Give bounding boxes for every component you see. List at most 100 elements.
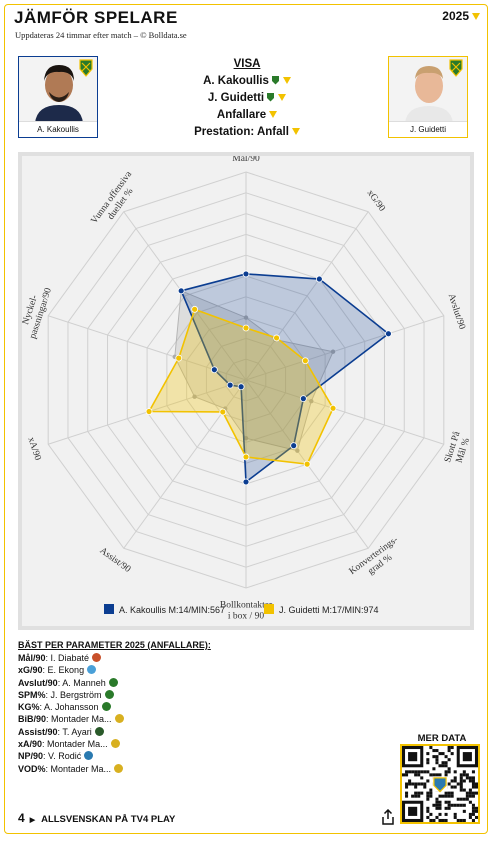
player1-selector[interactable]: A. Kakoullis bbox=[0, 75, 494, 87]
series-point bbox=[145, 408, 153, 415]
year-label: 2025 bbox=[442, 9, 469, 23]
best-row: xA/90: Montader Ma... bbox=[18, 739, 211, 751]
reference-point bbox=[243, 436, 249, 441]
player-name-right: J. Guidetti bbox=[389, 121, 467, 137]
best-per-parameter: BÄST PER PARAMETER 2025 (ANFALLARE): Mål… bbox=[18, 640, 211, 776]
best-param-label: xG/90 bbox=[18, 665, 43, 676]
axis-label: xA/90 bbox=[25, 436, 42, 462]
club-badge-icon bbox=[271, 76, 279, 85]
best-row: NP/90: V. Rodić bbox=[18, 751, 211, 763]
best-row: xG/90: E. Ekong bbox=[18, 665, 211, 677]
axis-label: xG/90 bbox=[365, 188, 387, 213]
series-point bbox=[273, 334, 280, 342]
year-selector[interactable]: 2025 bbox=[442, 9, 480, 23]
radar-chart-panel: Mål/90 xG/90 Avslut/90 Skott PåMål % Konvert… bbox=[18, 152, 474, 630]
page-subtitle: Uppdateras 24 timmar efter match – © Bol… bbox=[15, 30, 187, 40]
player-photo-right bbox=[405, 66, 453, 123]
series-point bbox=[385, 330, 392, 338]
series-point bbox=[177, 287, 185, 295]
performance-label: Prestation: Anfall bbox=[194, 126, 289, 138]
axis-spoke bbox=[123, 211, 247, 381]
best-param-label: Mål/90 bbox=[18, 653, 46, 663]
best-param-label: Avslut/90 bbox=[18, 677, 58, 688]
best-param-label: KG% bbox=[18, 702, 40, 713]
axis-label: Bollkontakter i box / 90 bbox=[220, 601, 273, 622]
series-point bbox=[242, 324, 250, 332]
best-param-label: SPM% bbox=[18, 689, 46, 700]
visa-heading: VISA bbox=[233, 58, 261, 70]
best-row: VOD%: Montader Ma... bbox=[18, 763, 211, 776]
player-name-left: A. Kakoullis bbox=[19, 121, 97, 137]
club-badge-icon bbox=[79, 59, 93, 77]
axis-label: Assist/90 bbox=[98, 546, 133, 575]
club-badge-icon bbox=[84, 751, 94, 761]
dropdown-arrow-icon bbox=[291, 128, 300, 136]
series-point bbox=[299, 395, 307, 403]
axis-label: Skott PåMål % bbox=[442, 429, 470, 467]
series-point bbox=[290, 442, 298, 450]
best-heading: BÄST PER PARAMETER 2025 (ANFALLARE): bbox=[18, 640, 211, 650]
best-player-name: A. Johansson bbox=[44, 702, 99, 713]
best-player-name: E. Ekong bbox=[47, 665, 85, 676]
reference-point bbox=[309, 399, 314, 404]
reference-point bbox=[243, 315, 249, 320]
share-icon[interactable] bbox=[381, 809, 395, 825]
player1-label: A. Kakoullis bbox=[203, 75, 269, 87]
player-card-left[interactable]: A. Kakoullis bbox=[18, 56, 98, 138]
club-badge-icon bbox=[104, 689, 114, 699]
series-point bbox=[315, 275, 323, 283]
reference-point bbox=[192, 394, 197, 399]
best-row: Assist/90: T. Ayari bbox=[18, 726, 211, 739]
club-badge-icon bbox=[114, 763, 124, 773]
footer-promo[interactable]: 4 ▶ ALLSVENSKAN PÅ TV4 PLAY bbox=[18, 811, 175, 825]
club-badge-icon bbox=[108, 677, 118, 687]
best-row: KG%: A. Johansson bbox=[18, 702, 211, 714]
best-player-name: I. Diabaté bbox=[50, 653, 90, 663]
axis-label: Mål/90 bbox=[232, 156, 260, 164]
best-player-name: Montader Ma... bbox=[47, 739, 108, 750]
club-badge-icon bbox=[101, 702, 111, 712]
player2-label: J. Guidetti bbox=[207, 92, 265, 104]
series-point bbox=[219, 408, 227, 416]
club-badge-icon bbox=[87, 665, 97, 675]
best-param-label: NP/90 bbox=[18, 751, 44, 762]
best-player-name: T. Ayari bbox=[62, 726, 92, 737]
club-badge-icon bbox=[92, 653, 102, 662]
radar-chart: Mål/90 xG/90 Avslut/90 Skott PåMål % Konvert… bbox=[21, 153, 472, 622]
tv4-logo: 4 bbox=[18, 811, 25, 825]
axis-label: Konverterings-grad % bbox=[348, 535, 407, 586]
reference-point bbox=[330, 349, 336, 354]
best-param-label: xA/90 bbox=[18, 739, 43, 750]
series-point bbox=[242, 478, 250, 486]
position-label: Anfallare bbox=[216, 109, 267, 121]
series-point bbox=[237, 383, 245, 391]
legend-label: A. Kakoullis M:14/MIN:567 bbox=[119, 605, 225, 615]
best-param-label: BiB/90 bbox=[18, 714, 47, 725]
dropdown-arrow-icon bbox=[282, 77, 291, 85]
axis-label: Avslut/90 bbox=[446, 293, 467, 331]
axis-spoke bbox=[245, 379, 444, 445]
position-selector[interactable]: Anfallare bbox=[0, 109, 494, 121]
legend-swatch bbox=[104, 604, 114, 614]
best-param-label: Assist/90 bbox=[18, 726, 58, 737]
qr-code[interactable] bbox=[400, 744, 480, 824]
club-badge-icon bbox=[94, 726, 104, 736]
series-point bbox=[242, 270, 250, 278]
axis-spoke bbox=[245, 211, 369, 381]
legend-swatch bbox=[264, 604, 274, 614]
club-badge-icon bbox=[114, 714, 124, 724]
performance-selector[interactable]: Prestation: Anfall bbox=[0, 126, 494, 138]
player-photo-left bbox=[35, 65, 83, 123]
series-point bbox=[242, 453, 250, 461]
best-player-name: A. Manneh bbox=[62, 677, 106, 688]
best-row: Avslut/90: A. Manneh bbox=[18, 677, 211, 690]
page-title: JÄMFÖR SPELARE bbox=[14, 8, 178, 27]
best-player-name: Montader Ma... bbox=[50, 763, 112, 774]
axis-label: Nyckel-passningar/90 bbox=[22, 283, 54, 340]
series-point bbox=[175, 354, 183, 362]
player2-selector[interactable]: J. Guidetti bbox=[0, 92, 494, 104]
player-card-right[interactable]: J. Guidetti bbox=[388, 56, 468, 138]
best-row: SPM%: J. Bergström bbox=[18, 689, 211, 702]
dropdown-arrow-icon bbox=[472, 13, 480, 21]
dropdown-arrow-icon bbox=[269, 111, 278, 119]
